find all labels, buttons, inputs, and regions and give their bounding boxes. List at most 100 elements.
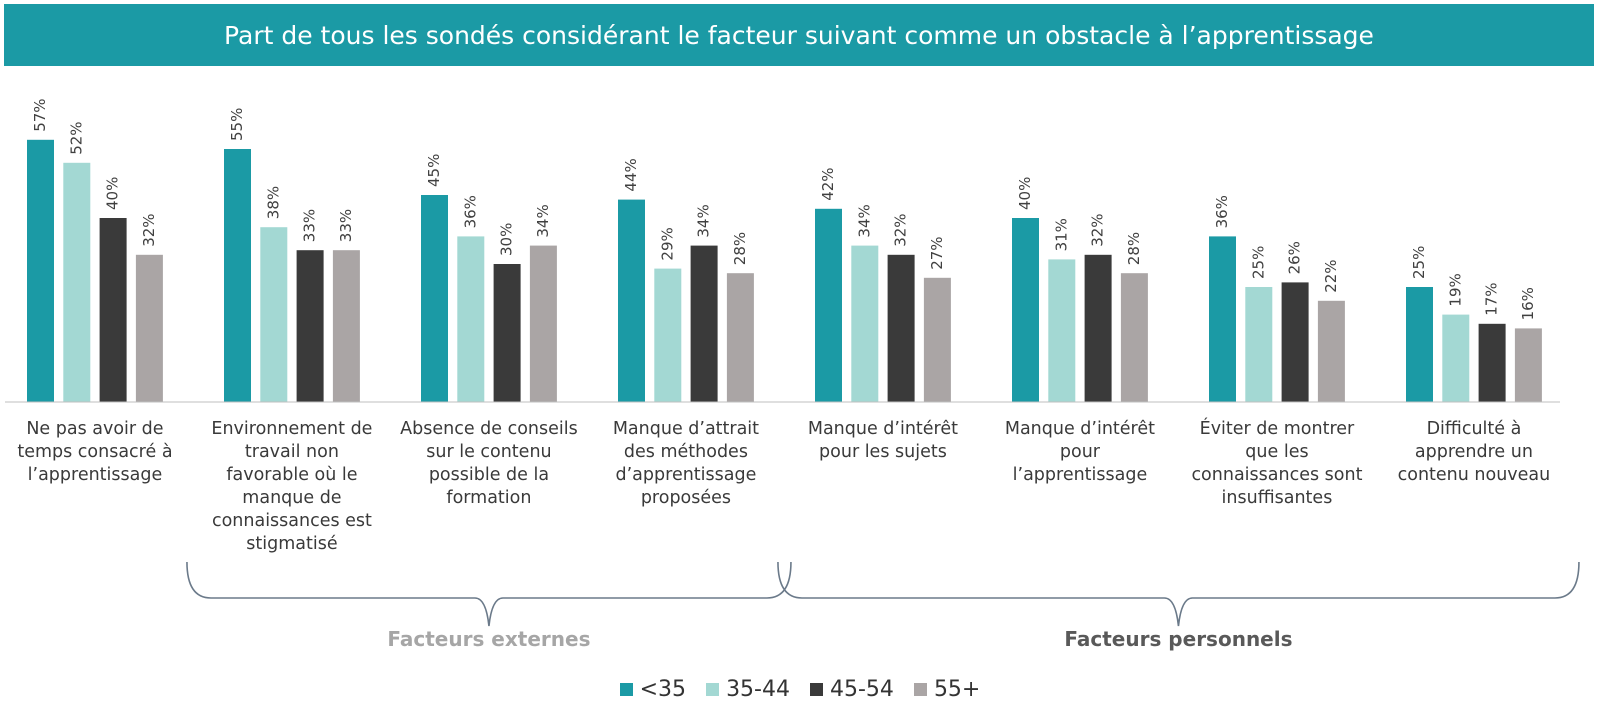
category-label-line: travail non xyxy=(244,442,339,462)
data-label: 28% xyxy=(731,232,749,265)
category-label-line: formation xyxy=(446,488,532,508)
category-label-line: connaissances sont xyxy=(1191,465,1363,485)
bar xyxy=(99,218,127,402)
bar xyxy=(1281,282,1309,402)
data-label: 25% xyxy=(1410,246,1428,279)
category-label-line: d’apprentissage xyxy=(615,465,757,485)
category-label-line: possible de la xyxy=(428,465,550,485)
group-label: Facteurs personnels xyxy=(1064,627,1293,651)
data-label: 57% xyxy=(31,98,49,131)
category-label-line: Éviter de montrer xyxy=(1199,419,1355,439)
legend-label: <35 xyxy=(639,677,687,702)
data-label: 32% xyxy=(892,213,910,246)
category-label-line: l’apprentissage xyxy=(27,465,163,485)
category-label-line: sur le contenu xyxy=(426,442,552,462)
bar xyxy=(1245,287,1273,402)
data-label: 34% xyxy=(534,204,552,237)
bar xyxy=(421,195,448,402)
bar xyxy=(1317,300,1345,402)
data-label: 36% xyxy=(461,195,479,228)
category-label-line: pour l’apprentissage xyxy=(1012,442,1148,485)
category-label: Absence de conseils sur le contenu possibl… xyxy=(400,418,578,510)
bar xyxy=(296,250,324,402)
category-label-line: stigmatisé xyxy=(246,534,338,554)
category-label-line: apprendre un xyxy=(1414,442,1533,462)
data-label: 52% xyxy=(67,121,85,154)
data-label: 31% xyxy=(1052,218,1070,251)
bar xyxy=(1478,323,1506,402)
bar xyxy=(815,208,842,402)
bar xyxy=(63,162,91,402)
bar xyxy=(1209,236,1236,402)
category-label-line: que les xyxy=(1245,442,1309,462)
category-label: Ne pas avoir de temps consacré à l’apprent… xyxy=(6,418,184,487)
category-label: Éviter de montrer que les connaissances so… xyxy=(1188,418,1366,510)
legend: <35 35-44 45-54 55+ xyxy=(0,677,1600,702)
legend-item: 55+ xyxy=(913,677,981,702)
data-label: 30% xyxy=(498,223,516,256)
bar xyxy=(654,268,682,402)
data-label: 55% xyxy=(228,108,246,141)
data-label: 19% xyxy=(1446,273,1464,306)
data-label: 33% xyxy=(301,209,319,242)
bar xyxy=(224,149,251,402)
category-label-line: contenu nouveau xyxy=(1397,465,1551,485)
legend-label: 45-54 xyxy=(830,677,894,702)
category-label: Manque d’attrait des méthodes d’apprentiss… xyxy=(597,418,775,510)
group-brace xyxy=(186,561,792,627)
bar xyxy=(726,273,754,402)
bar xyxy=(1406,287,1433,402)
legend-label: 35-44 xyxy=(726,677,790,702)
group-label: Facteurs externes xyxy=(387,627,591,651)
data-label: 32% xyxy=(140,213,158,246)
bar xyxy=(1514,328,1542,402)
data-label: 38% xyxy=(264,186,282,219)
category-label-line: des méthodes xyxy=(623,442,748,462)
bar xyxy=(618,199,645,402)
category-label-line: connaissances est xyxy=(211,511,372,531)
category-label-line: insuffisantes xyxy=(1221,488,1333,508)
category-label: Difficulté à apprendre un contenu nouveau xyxy=(1385,418,1563,487)
bar xyxy=(332,250,360,402)
data-label: 26% xyxy=(1286,241,1304,274)
category-label-line: Manque d’intérêt xyxy=(807,419,958,439)
data-label: 36% xyxy=(1213,195,1231,228)
legend-swatch xyxy=(706,683,720,696)
bar xyxy=(1012,218,1039,402)
data-label: 42% xyxy=(819,167,837,200)
category-label: Manque d’intérêt pour les sujets xyxy=(794,418,972,464)
data-label: 16% xyxy=(1519,287,1537,320)
bar xyxy=(27,139,54,403)
legend-label: 55+ xyxy=(933,677,981,702)
category-label-line: pour les sujets xyxy=(819,442,947,462)
category-label-line: Difficulté à xyxy=(1426,419,1522,439)
category-label: Environnement de travail non favorable où … xyxy=(203,418,381,556)
data-label: 40% xyxy=(104,177,122,210)
bar xyxy=(690,245,718,402)
category-label-line: Absence de conseils xyxy=(400,419,578,439)
bar xyxy=(887,254,915,402)
category-label-line: temps consacré à xyxy=(17,442,173,462)
category-label-line: favorable où le xyxy=(226,465,358,485)
data-label: 44% xyxy=(622,158,640,191)
bar xyxy=(1120,273,1148,402)
data-label: 17% xyxy=(1483,282,1501,315)
group-brace xyxy=(777,561,1580,627)
data-label: 29% xyxy=(658,227,676,260)
legend-item: <35 xyxy=(619,677,687,702)
bar xyxy=(1084,254,1112,402)
data-label: 45% xyxy=(425,154,443,187)
data-label: 33% xyxy=(337,209,355,242)
bar xyxy=(1048,259,1076,402)
legend-swatch xyxy=(913,683,927,696)
legend-item: 45-54 xyxy=(810,677,894,702)
data-label: 28% xyxy=(1125,232,1143,265)
bar xyxy=(135,254,163,402)
legend-swatch xyxy=(810,683,823,696)
data-label: 22% xyxy=(1322,259,1340,292)
bar xyxy=(493,264,521,402)
bar xyxy=(529,245,557,402)
category-label-line: proposées xyxy=(640,488,732,508)
legend-item: 35-44 xyxy=(706,677,790,702)
